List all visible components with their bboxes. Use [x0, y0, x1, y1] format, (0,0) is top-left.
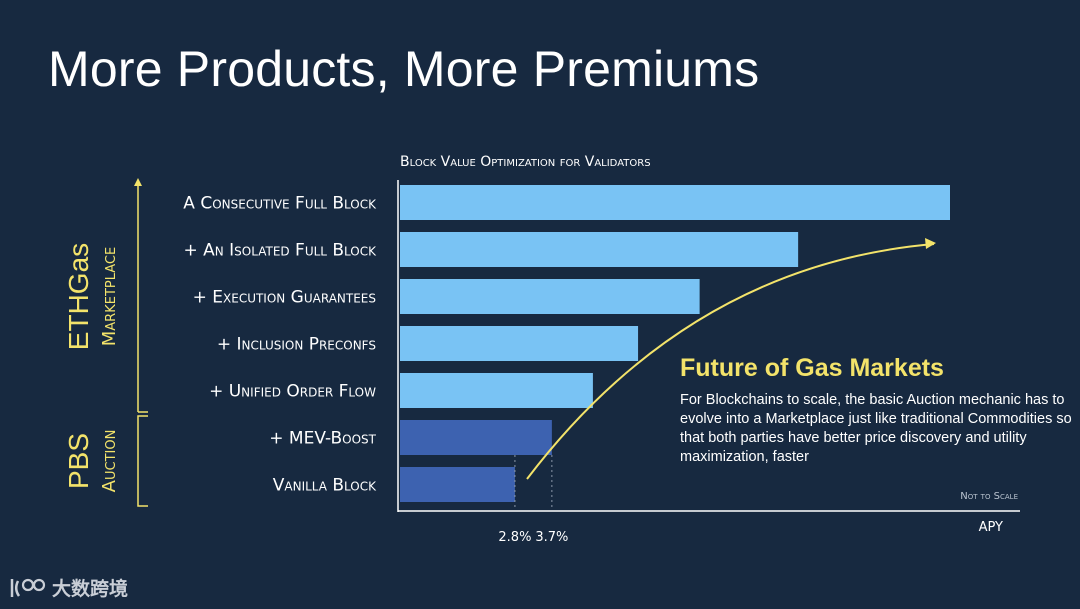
not-to-scale-note: Not to Scale	[960, 491, 1018, 502]
bars-layer	[400, 185, 950, 502]
bar	[400, 373, 593, 408]
slide-title: More Products, More Premiums	[48, 41, 760, 97]
category-labels: A Consecutive Full Block + An Isolated Fu…	[183, 194, 377, 496]
callout-body: For Blockchains to scale, the basic Auct…	[680, 392, 1072, 465]
tick-label: 3.7%	[535, 530, 568, 545]
category-label: + An Isolated Full Block	[184, 241, 378, 261]
group-bracket	[137, 415, 148, 507]
category-label: A Consecutive Full Block	[183, 194, 377, 214]
group-subtitle: Marketplace	[99, 247, 120, 346]
category-label: + Inclusion Preconfs	[217, 335, 376, 355]
growth-arrow	[526, 243, 935, 480]
category-label: + MEV-Boost	[269, 429, 376, 449]
logo-text: 大数跨境	[52, 578, 129, 600]
bar	[400, 232, 799, 267]
growth-arrow-head	[925, 238, 936, 249]
category-label: + Execution Guarantees	[193, 288, 376, 308]
bar	[400, 420, 552, 455]
x-axis-label: APY	[979, 520, 1003, 535]
group-brackets: ETHGas Marketplace PBS Auction	[63, 178, 148, 507]
bar	[400, 326, 639, 361]
callout: Future of Gas Markets For Blockchains to…	[680, 354, 1075, 467]
logo: 大数跨境	[8, 574, 128, 601]
group-name: ETHGas	[63, 243, 94, 350]
bar	[400, 185, 950, 220]
group-bracket-arrow	[134, 178, 142, 186]
tick-label: 2.8%	[498, 530, 531, 545]
x-ticks: 2.8% 3.7%	[498, 455, 568, 545]
group-subtitle: Auction	[99, 430, 120, 493]
callout-title: Future of Gas Markets	[680, 354, 944, 382]
bar	[400, 467, 515, 502]
group-name: PBS	[63, 433, 94, 489]
chart-title: Block Value Optimization for Validators	[400, 154, 651, 170]
logo-icon	[10, 578, 46, 597]
bar	[400, 279, 700, 314]
category-label: + Unified Order Flow	[209, 382, 376, 402]
category-label: Vanilla Block	[273, 476, 377, 496]
